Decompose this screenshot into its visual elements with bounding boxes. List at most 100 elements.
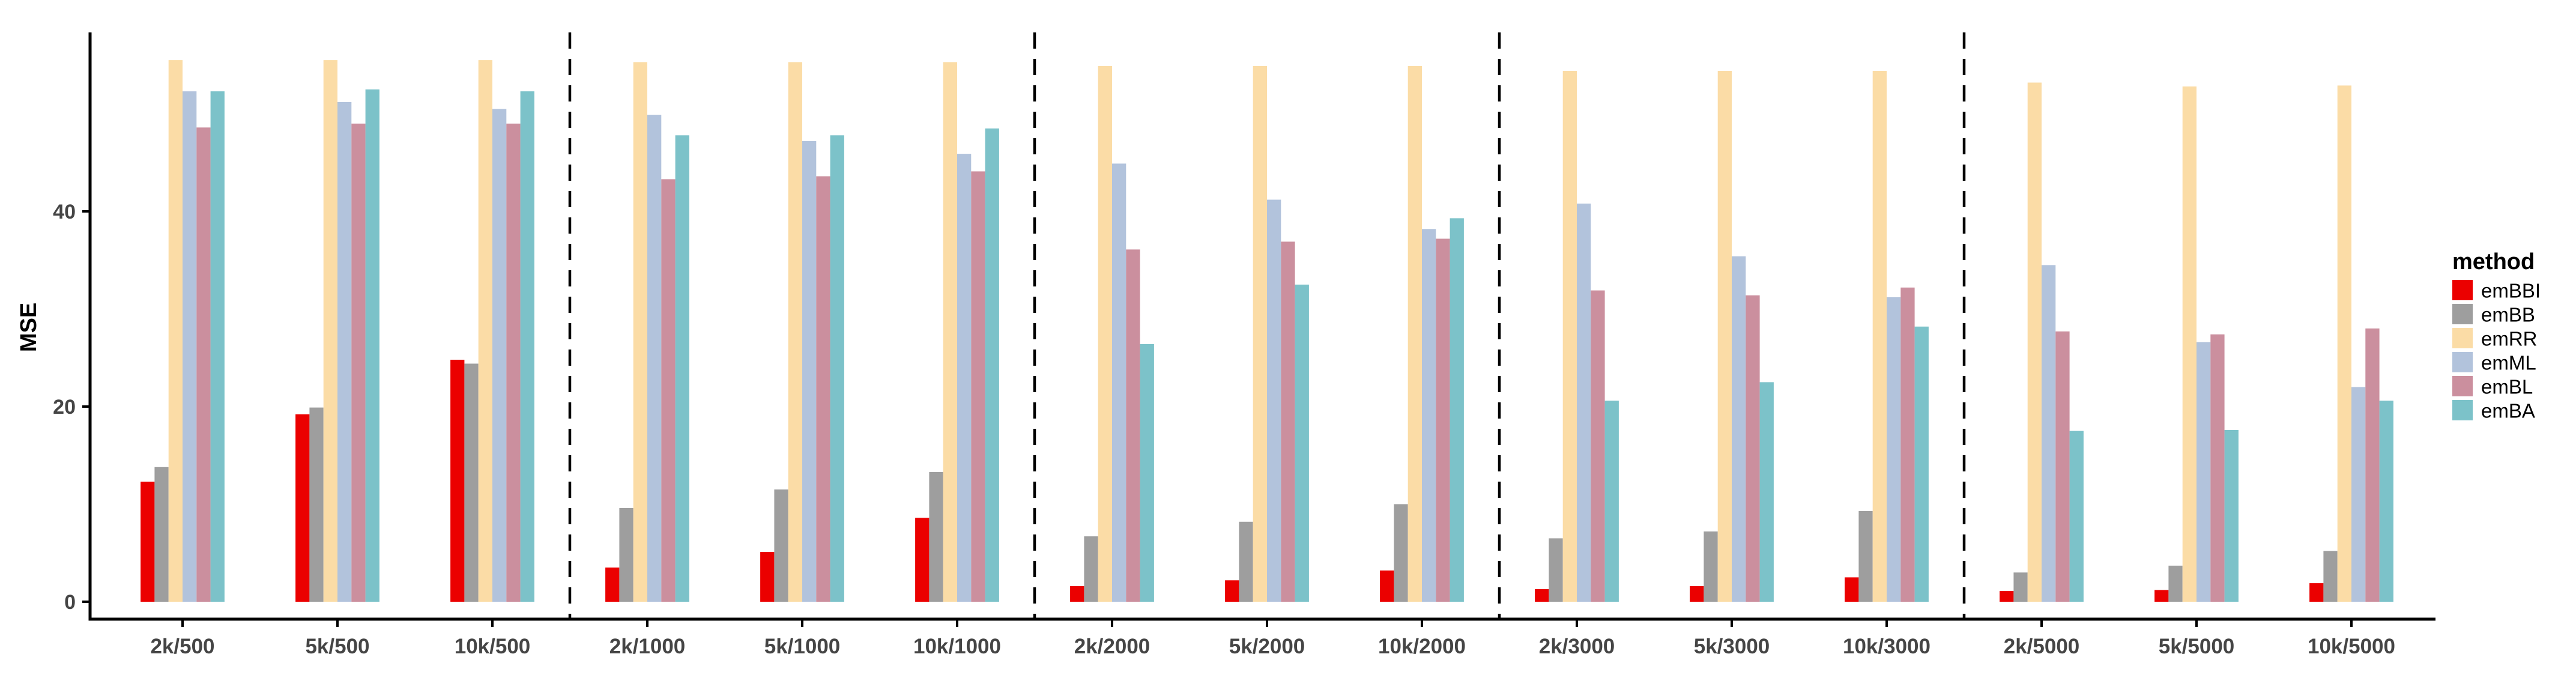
bar-emBL-10k/5000: [2365, 328, 2380, 602]
x-tick-label-2k/5000: 2k/5000: [2004, 635, 2080, 658]
bar-emBBI-2k/3000: [1535, 589, 1549, 602]
bar-emBA-5k/1000: [830, 135, 844, 602]
legend-title: method: [2452, 249, 2535, 274]
bar-emBA-2k/5000: [2069, 431, 2084, 602]
bar-emRR-10k/500: [478, 60, 492, 602]
x-tick-label-10k/5000: 10k/5000: [2308, 635, 2395, 658]
bar-emRR-10k/2000: [1407, 65, 1422, 602]
x-tick-label-10k/3000: 10k/3000: [1843, 635, 1930, 658]
panel-separators-layer: [568, 32, 1966, 619]
x-tick-label-2k/2000: 2k/2000: [1074, 635, 1150, 658]
x-tick-label-5k/500: 5k/500: [305, 635, 369, 658]
bar-emML-2k/5000: [2042, 265, 2056, 602]
x-tick-label-5k/1000: 5k/1000: [764, 635, 841, 658]
x-tick-label-5k/5000: 5k/5000: [2159, 635, 2235, 658]
bar-emML-10k/5000: [2351, 387, 2366, 602]
bar-emBA-10k/2000: [1450, 218, 1464, 602]
bar-emRR-10k/3000: [1872, 71, 1887, 602]
bar-emBL-2k/1000: [661, 179, 676, 602]
bar-emRR-2k/2000: [1098, 65, 1112, 602]
bar-emBA-2k/2000: [1140, 344, 1154, 602]
bar-emML-5k/5000: [2197, 342, 2211, 602]
bar-emBBI-10k/5000: [2309, 583, 2324, 602]
x-tick-label-5k/2000: 5k/2000: [1229, 635, 1305, 658]
x-ticks-layer: 2k/500 5k/500 10k/500 2k/1000 5k/1000 10k/100…: [150, 619, 2395, 658]
bar-emBA-10k/1000: [985, 128, 999, 602]
bar-emBBI-5k/2000: [1225, 580, 1239, 602]
bar-emBBI-5k/1000: [760, 552, 775, 602]
bar-emBB-5k/1000: [774, 489, 788, 602]
x-tick-label-2k/3000: 2k/3000: [1539, 635, 1615, 658]
legend-swatch-emRR: [2452, 328, 2473, 348]
bar-emBBI-10k/500: [450, 360, 465, 602]
bars-layer: [141, 60, 2393, 602]
bar-emML-5k/2000: [1267, 199, 1281, 602]
bar-emBL-2k/5000: [2055, 331, 2070, 602]
bar-emBB-2k/500: [154, 467, 169, 602]
bar-emBBI-10k/3000: [1845, 577, 1859, 602]
bar-emML-10k/500: [492, 109, 507, 602]
bar-emBL-2k/2000: [1126, 249, 1140, 602]
axes-layer: [88, 32, 2435, 621]
bar-emRR-5k/5000: [2182, 86, 2197, 602]
bar-emBA-5k/3000: [1759, 382, 1774, 602]
legend-swatch-emBA: [2452, 400, 2473, 420]
bar-emBB-10k/5000: [2323, 551, 2338, 602]
x-tick-label-2k/500: 2k/500: [150, 635, 214, 658]
legend-label-emRR: emRR: [2481, 328, 2538, 350]
legend-label-emBA: emBA: [2481, 400, 2535, 422]
bar-emBBI-5k/3000: [1690, 586, 1704, 602]
bar-emBB-5k/2000: [1239, 521, 1253, 602]
bar-emBL-2k/500: [196, 127, 211, 602]
bar-emRR-2k/1000: [633, 62, 647, 602]
x-tick-label-10k/1000: 10k/1000: [913, 635, 1001, 658]
bar-emBB-10k/1000: [929, 471, 943, 602]
bar-emBL-10k/500: [506, 123, 521, 602]
legend-swatch-emBBI: [2452, 280, 2473, 300]
bar-emBB-2k/3000: [1549, 538, 1563, 602]
bar-emBA-2k/1000: [675, 135, 689, 602]
bar-emRR-2k/5000: [2027, 82, 2042, 602]
bar-emRR-10k/5000: [2337, 85, 2351, 602]
bar-emBL-10k/2000: [1436, 238, 1450, 602]
x-tick-label-5k/3000: 5k/3000: [1694, 635, 1770, 658]
legend-swatch-emML: [2452, 352, 2473, 372]
x-tick-label-2k/1000: 2k/1000: [609, 635, 686, 658]
bar-emBBI-10k/1000: [915, 518, 930, 602]
bar-emBBI-10k/2000: [1380, 571, 1394, 602]
bar-emRR-5k/1000: [788, 62, 802, 602]
bar-emBL-5k/3000: [1746, 295, 1760, 602]
bar-emBA-10k/3000: [1914, 326, 1929, 602]
bar-emRR-2k/3000: [1562, 71, 1577, 602]
bar-emBB-10k/3000: [1858, 510, 1873, 602]
bar-emBL-5k/5000: [2210, 334, 2225, 602]
bar-emBA-10k/500: [520, 91, 534, 602]
bar-emBA-5k/5000: [2224, 430, 2239, 602]
bar-emML-5k/3000: [1732, 256, 1746, 602]
bar-emBB-5k/5000: [2168, 565, 2183, 602]
bar-emML-10k/2000: [1422, 229, 1436, 602]
bar-emBL-10k/3000: [1900, 287, 1915, 602]
y-ticks-layer: 0 20 40: [53, 201, 90, 614]
bar-emBBI-5k/5000: [2154, 590, 2169, 602]
bar-emRR-2k/500: [168, 60, 183, 602]
bar-emBL-5k/1000: [816, 176, 830, 602]
bar-emBBI-5k/500: [295, 414, 310, 602]
legend-label-emML: emML: [2481, 352, 2536, 374]
y-tick-label-40: 40: [53, 201, 76, 223]
bar-emBB-2k/1000: [619, 508, 633, 602]
bar-emML-2k/500: [183, 91, 197, 602]
legend-label-emBBI: emBBI: [2481, 280, 2541, 302]
bar-emML-10k/1000: [957, 154, 972, 602]
bar-emBB-2k/5000: [2013, 572, 2028, 602]
bar-emBB-5k/500: [309, 407, 324, 602]
bar-emML-2k/1000: [647, 115, 662, 602]
bar-emBBI-2k/500: [141, 482, 155, 602]
legend-swatch-emBL: [2452, 376, 2473, 396]
x-tick-label-10k/2000: 10k/2000: [1378, 635, 1466, 658]
bar-emML-5k/1000: [802, 141, 817, 602]
bar-emBB-5k/3000: [1704, 531, 1718, 602]
